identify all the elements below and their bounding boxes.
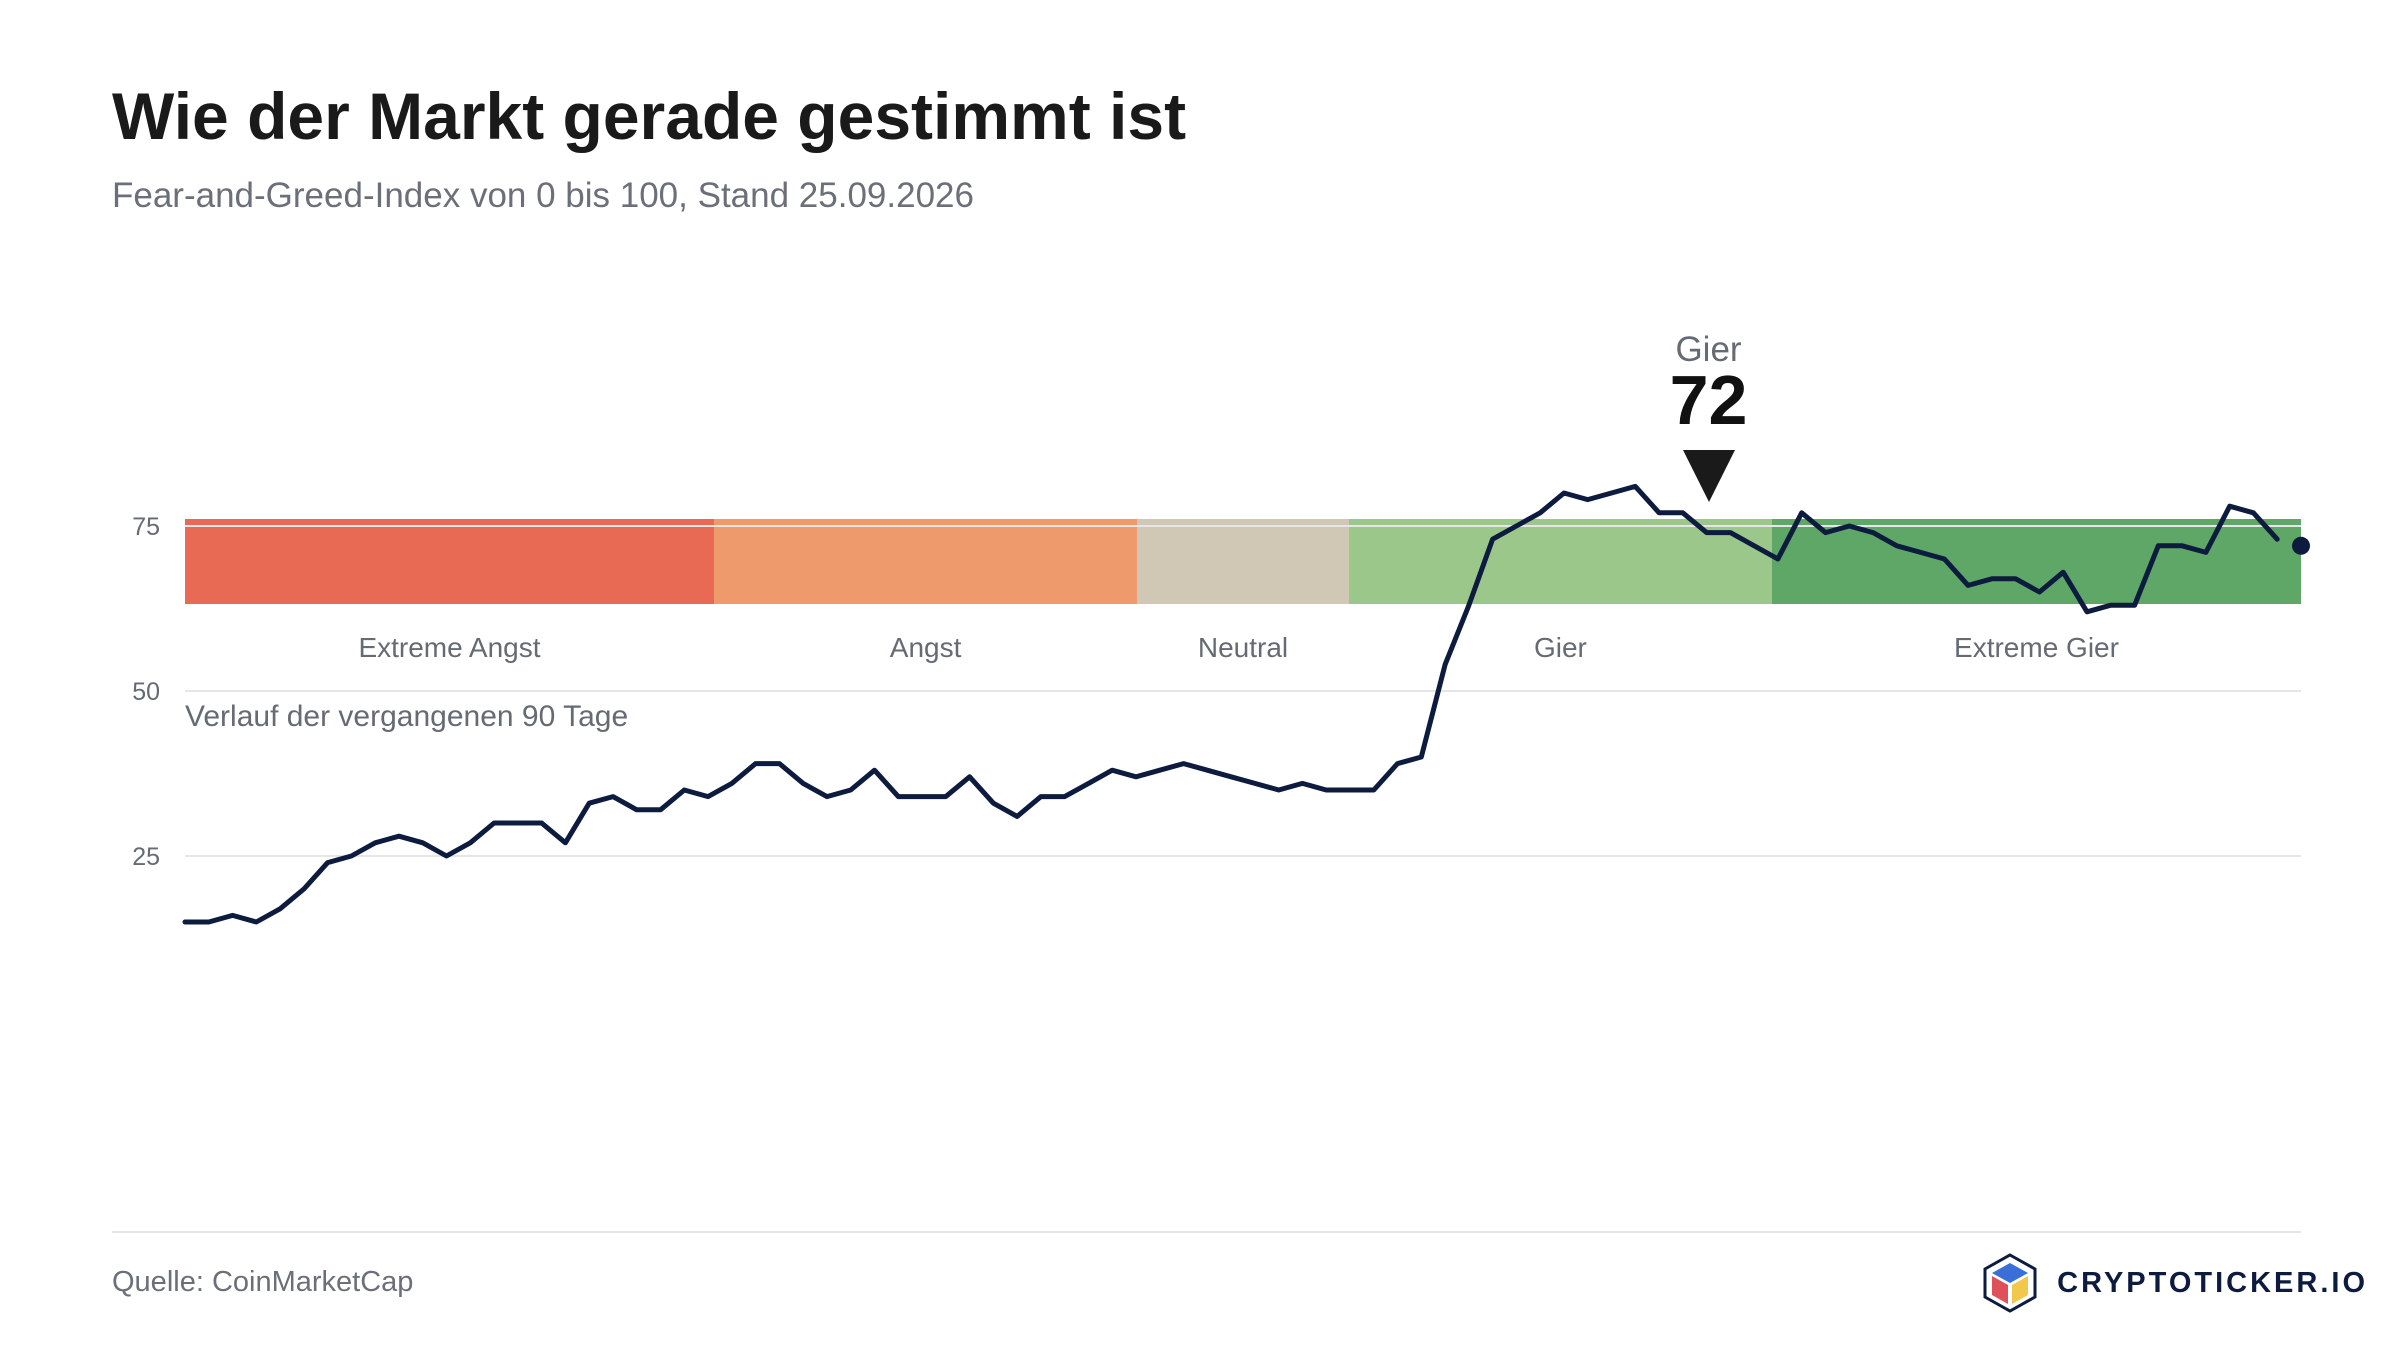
gauge-pointer-icon [1682, 450, 1735, 502]
gauge-label-extreme-angst: Extreme Angst [358, 632, 541, 663]
gauge-label-angst: Angst [889, 632, 962, 663]
gauge-segment-extreme-angst [185, 519, 714, 604]
gauge-segment-gier [1348, 519, 1772, 604]
y-tick-label-75: 75 [132, 513, 160, 541]
gauge-label-neutral: Neutral [1197, 632, 1289, 663]
source-note: Quelle: CoinMarketCap [112, 1266, 414, 1298]
brand-name: CRYPTOTICKER.IO [2057, 1266, 2368, 1299]
gauge-label-extreme-gier: Extreme Gier [1954, 632, 2119, 663]
history-title: Verlauf der vergangenen 90 Tage [185, 700, 629, 733]
gauge-label-gier: Gier [1533, 632, 1587, 663]
footer-divider [112, 1231, 2301, 1233]
gauge-segment-angst [714, 519, 1138, 604]
history-latest-point [2292, 536, 2310, 555]
y-tick-label-25: 25 [132, 843, 160, 871]
history-series-line [182, 483, 2280, 925]
chart-title: Wie der Markt gerade gestimmt ist [112, 79, 1187, 153]
gauge-marker-value: 72 [1669, 361, 1748, 439]
gauge-marker-label: Gier [1675, 330, 1742, 369]
chart-subtitle: Fear-and-Greed-Index von 0 bis 100, Stan… [112, 176, 974, 215]
gauge-segment-neutral [1137, 519, 1349, 604]
cube-logo-icon [1983, 1253, 2037, 1313]
brand[interactable]: CRYPTOTICKER.IO [1979, 1248, 2368, 1318]
y-tick-label-50: 50 [132, 678, 160, 706]
history-line-chart: 25 50 75 [132, 483, 2310, 925]
sentiment-gauge-labels: Extreme Angst Angst Neutral Gier Extreme Gie… [185, 632, 2301, 672]
